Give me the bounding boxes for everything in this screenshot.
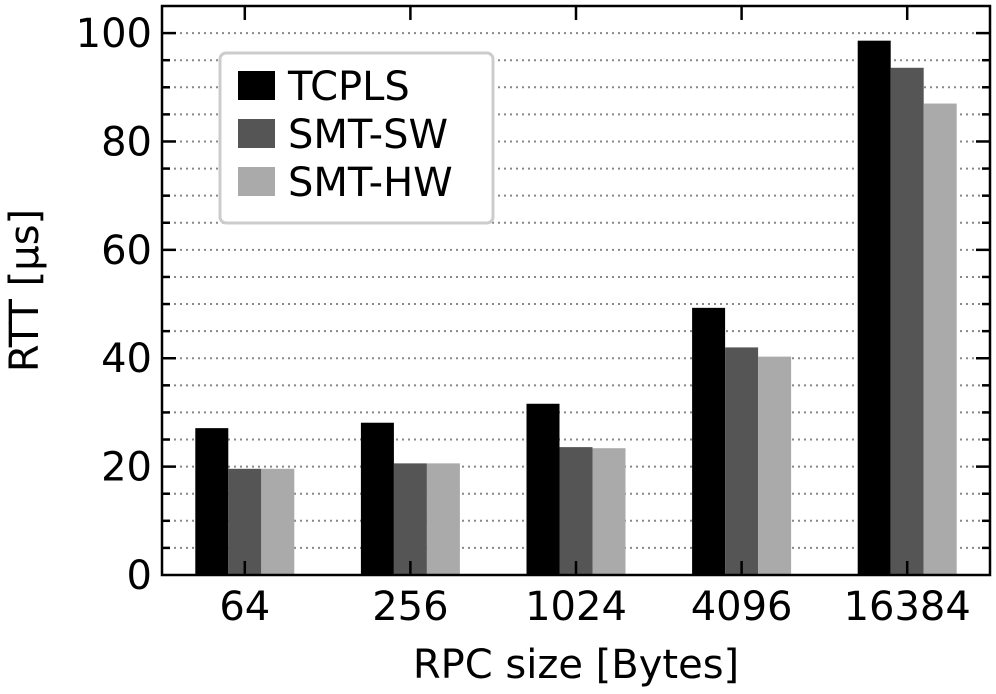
bar-smt-sw-256 [393, 463, 427, 575]
legend-label-tcpls: TCPLS [287, 64, 410, 110]
bar-tcpls-64 [195, 428, 229, 575]
bar-smt-sw-4096 [725, 347, 759, 575]
bar-smt-sw-16384 [890, 67, 924, 575]
y-tick-label: 80 [101, 119, 152, 165]
y-tick-labels: 0 20 40 60 80 100 [76, 11, 152, 599]
legend-swatch-smt-hw [238, 167, 275, 196]
legend-box [218, 51, 495, 225]
legend-label-smt-hw: SMT-HW [288, 160, 453, 206]
bar-smt-hw-16384 [923, 103, 957, 576]
tick-marks [162, 6, 990, 575]
x-tick-label: 1024 [525, 584, 627, 630]
bar-smt-hw-1024 [592, 448, 626, 575]
y-tick-label: 0 [127, 553, 152, 599]
x-tick-label: 4096 [691, 584, 793, 630]
grid-lines [162, 32, 990, 549]
bar-smt-hw-4096 [758, 356, 792, 575]
y-tick-label: 20 [101, 445, 152, 491]
bar-tcpls-1024 [526, 403, 560, 575]
bar-tcpls-4096 [692, 307, 726, 575]
x-tick-label: 16384 [844, 584, 971, 630]
legend-swatch-smt-sw [238, 119, 275, 148]
bars [195, 40, 957, 576]
legend-swatch-tcpls [238, 71, 275, 100]
bar-tcpls-16384 [857, 40, 891, 576]
x-tick-label: 64 [219, 584, 270, 630]
x-tick-labels: 64 256 1024 4096 16384 [219, 584, 970, 630]
bar-smt-hw-256 [426, 463, 460, 575]
y-axis-title: RTT [µs] [2, 209, 48, 372]
x-axis-title: RPC size [Bytes] [413, 642, 739, 688]
x-tick-label: 256 [372, 584, 448, 630]
bar-smt-sw-1024 [559, 447, 593, 575]
bar-smt-sw-64 [228, 468, 262, 575]
legend-label-smt-sw: SMT-SW [288, 112, 448, 158]
bar-smt-hw-64 [261, 468, 295, 575]
bar-tcpls-256 [360, 422, 394, 575]
y-tick-label: 40 [101, 336, 152, 382]
y-tick-label: 60 [101, 228, 152, 274]
y-tick-label: 100 [76, 11, 152, 57]
plot-frame [160, 4, 992, 577]
